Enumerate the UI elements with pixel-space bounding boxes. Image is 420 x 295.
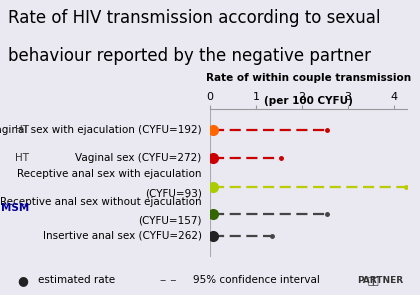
Text: estimated rate: estimated rate [38, 275, 115, 285]
Text: Insertive anal sex (CYFU=262): Insertive anal sex (CYFU=262) [42, 231, 202, 241]
Text: PARTNER: PARTNER [357, 276, 403, 285]
Text: Rate of HIV transmission according to sexual: Rate of HIV transmission according to se… [8, 9, 381, 27]
Text: HT: HT [16, 153, 29, 163]
Text: MSM: MSM [1, 203, 29, 213]
Text: (per 100 CYFU): (per 100 CYFU) [264, 96, 353, 106]
Text: (CYFU=157): (CYFU=157) [138, 215, 202, 225]
Text: behaviour reported by the negative partner: behaviour reported by the negative partn… [8, 47, 371, 65]
Text: Receptive anal sex without ejaculation: Receptive anal sex without ejaculation [0, 196, 202, 206]
Text: – –: – – [160, 274, 176, 287]
Text: Receptive anal sex with ejaculation: Receptive anal sex with ejaculation [17, 169, 202, 179]
Text: (CYFU=93): (CYFU=93) [145, 188, 202, 198]
Text: 🚶🚶: 🚶🚶 [368, 275, 379, 285]
Text: Rate of within couple transmission: Rate of within couple transmission [206, 73, 411, 83]
Text: ●: ● [17, 274, 28, 287]
Text: Vaginal sex with ejaculation (CYFU=192): Vaginal sex with ejaculation (CYFU=192) [0, 125, 202, 135]
Text: HT: HT [16, 125, 29, 135]
Text: Vaginal sex (CYFU=272): Vaginal sex (CYFU=272) [75, 153, 202, 163]
Text: 95% confidence interval: 95% confidence interval [193, 275, 320, 285]
